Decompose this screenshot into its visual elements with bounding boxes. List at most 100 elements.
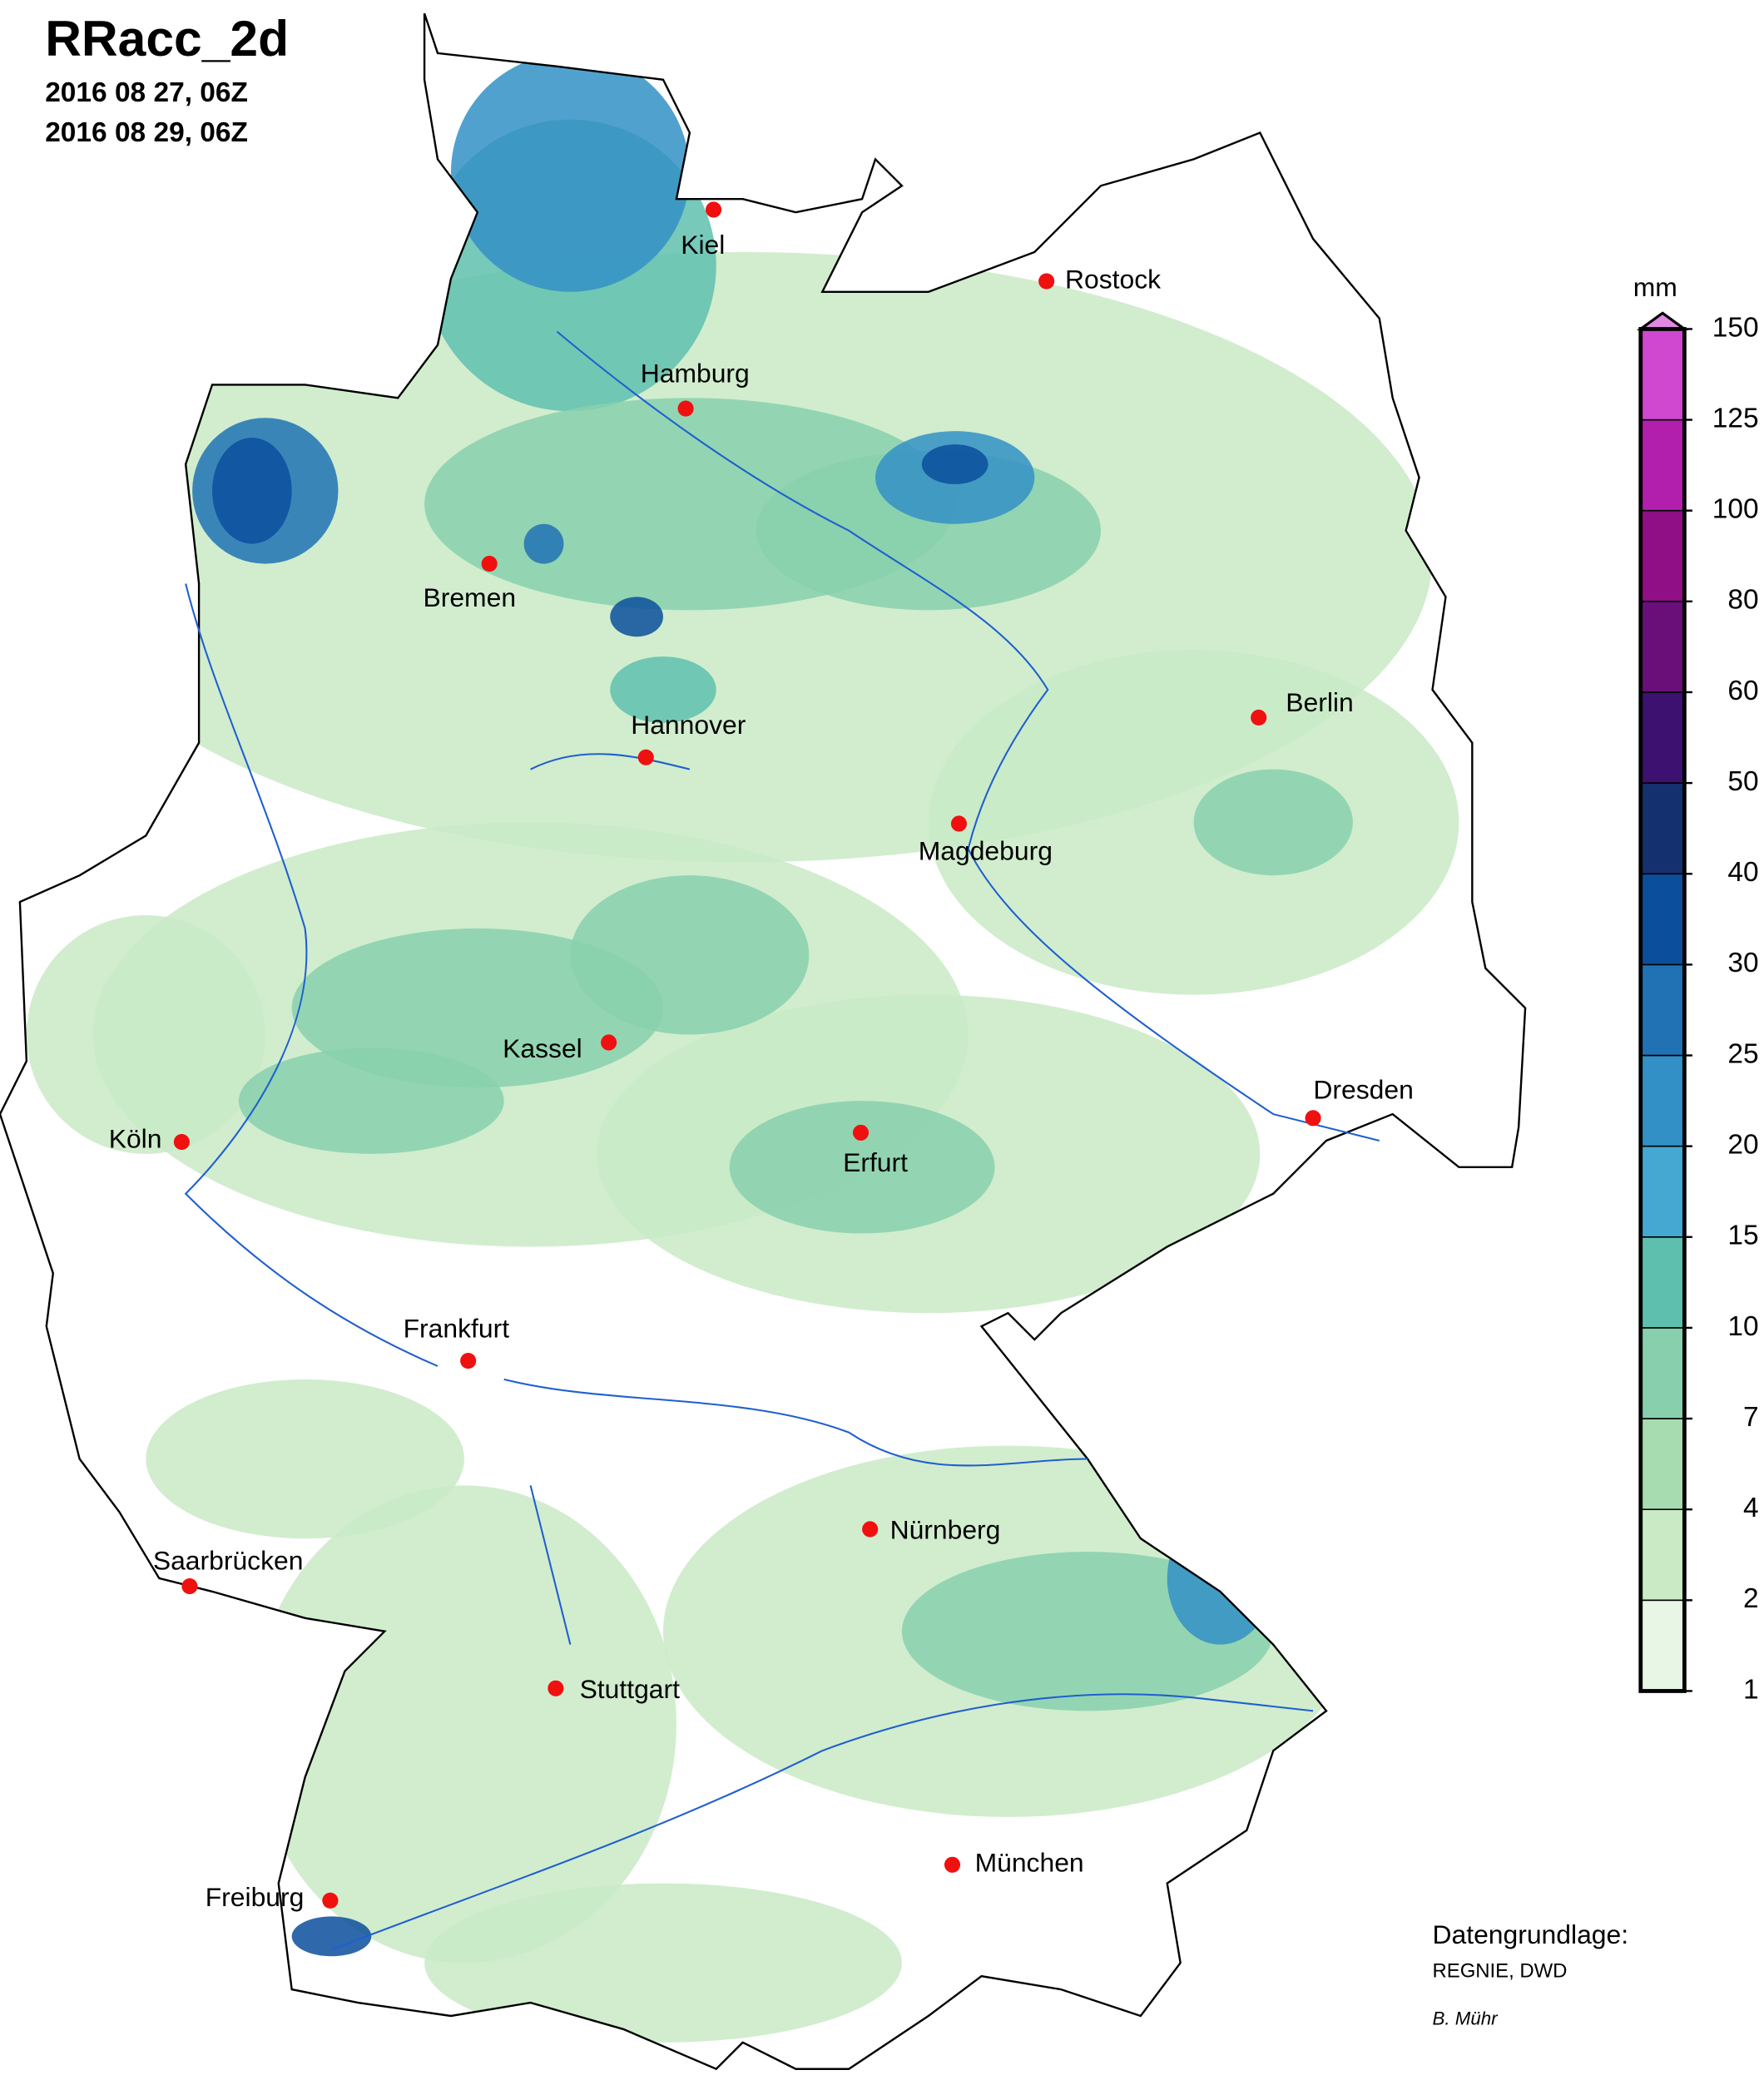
river (184, 583, 439, 1367)
city-label: Hannover (631, 710, 746, 740)
colorbar-label: 15 (1727, 1221, 1758, 1251)
colorbar-box (1639, 509, 1686, 602)
city-marker (862, 1521, 879, 1538)
rain-area (570, 875, 810, 1035)
city-marker (322, 1892, 339, 1909)
period-start: 2016 08 27, 06Z (45, 77, 248, 108)
colorbar-label: 40 (1727, 857, 1758, 888)
colorbar-frame (1638, 327, 1687, 1693)
colorbar-box (1639, 1327, 1686, 1419)
colorbar-label: 7 (1743, 1402, 1759, 1433)
colorbar-label: 80 (1727, 585, 1758, 616)
city-marker (1305, 1110, 1321, 1127)
source-label: Datengrundlage: (1433, 1919, 1629, 1949)
rain-area (146, 1379, 464, 1539)
rain-area (450, 52, 690, 292)
city-label: Kiel (681, 230, 725, 260)
city-label: Frankfurt (404, 1313, 510, 1343)
city-label: Köln (109, 1123, 162, 1153)
colorbar-label: 60 (1727, 676, 1758, 706)
rain-area (1167, 1512, 1274, 1645)
rain-area (1193, 769, 1353, 876)
colorbar-box (1639, 1508, 1686, 1602)
colorbar-box (1639, 873, 1686, 966)
colorbar-box (1639, 1236, 1686, 1329)
map-title: RRacc_2d (45, 10, 289, 67)
colorbar: 1 2 4 7 10 15 20 25 30 40 50 60 80 100 125 150 (1636, 311, 1759, 1705)
city-marker (548, 1680, 564, 1696)
city-label: Berlin (1286, 687, 1353, 717)
city-label: Dresden (1313, 1074, 1413, 1104)
city-marker (181, 1577, 198, 1595)
colorbar-box (1639, 782, 1686, 875)
colorbar-label: 30 (1727, 948, 1758, 978)
cities: Kiel Rostock Hamburg Bremen Hannover Berlin Ma… (109, 201, 1414, 1912)
city-label: Freiburg (206, 1882, 305, 1912)
colorbar-box (1639, 1418, 1686, 1510)
city-marker (677, 400, 694, 417)
city-marker (1251, 709, 1267, 726)
city-marker (706, 201, 722, 218)
rain-area (238, 1047, 504, 1154)
rain-area (251, 1485, 676, 1964)
colorbar-label: 20 (1727, 1129, 1758, 1160)
city-label: Kassel (503, 1033, 582, 1063)
rain-area (291, 928, 663, 1088)
colorbar-box (1639, 1145, 1686, 1238)
colorbar-box (1639, 1054, 1686, 1147)
city-label: Erfurt (843, 1147, 908, 1177)
colorbar-label: 125 (1712, 403, 1759, 433)
colorbar-box (1639, 1599, 1686, 1692)
colorbar-label: 25 (1727, 1038, 1758, 1069)
rain-area (26, 914, 265, 1154)
city-marker (460, 1352, 477, 1369)
rain-area (921, 444, 989, 484)
city-label: München (975, 1848, 1084, 1878)
rain-area (610, 597, 663, 637)
author: B. Mühr (1433, 2008, 1499, 2029)
city-marker (637, 749, 654, 765)
city-label: Magdeburg (919, 835, 1053, 865)
rain-area (610, 656, 716, 723)
city-marker (944, 1856, 961, 1873)
colorbar-label: 10 (1727, 1311, 1758, 1342)
river (331, 1693, 1314, 1951)
rain-area (212, 438, 292, 544)
colorbar-label: 100 (1712, 494, 1759, 525)
city-marker (852, 1124, 870, 1141)
rain-area (424, 1883, 902, 2043)
colorbar-box (1639, 601, 1686, 693)
river (556, 330, 1380, 1142)
city-marker (1038, 273, 1055, 290)
colorbar-box (1639, 691, 1686, 784)
rivers (184, 330, 1380, 1951)
river (530, 753, 691, 770)
city-marker (950, 815, 968, 832)
colorbar-label: 150 (1712, 312, 1759, 343)
city-label: Stuttgart (580, 1674, 681, 1704)
colorbar-label: 50 (1727, 766, 1758, 797)
city-marker (173, 1133, 190, 1151)
colorbar-box (1639, 328, 1686, 421)
legend-unit: mm (1633, 272, 1677, 302)
city-label: Hamburg (641, 359, 750, 389)
city-label: Rostock (1065, 264, 1161, 294)
river (503, 1378, 1088, 1467)
period-end: 2016 08 29, 06Z (45, 117, 248, 148)
city-label: Saarbrücken (153, 1545, 304, 1575)
colorbar-label: 1 (1743, 1674, 1759, 1705)
city-marker (481, 556, 498, 572)
colorbar-box (1639, 418, 1686, 512)
colorbar-box (1639, 963, 1686, 1057)
city-label: Nürnberg (890, 1515, 1001, 1545)
city-marker (601, 1034, 617, 1051)
rain-area (291, 1916, 372, 1957)
precipitation-field (26, 52, 1459, 2043)
rain-area (729, 1101, 995, 1234)
colorbar-label: 4 (1743, 1493, 1759, 1523)
rain-area (523, 523, 564, 564)
source: REGNIE, DWD (1433, 1960, 1568, 1983)
colorbar-label: 2 (1743, 1583, 1759, 1614)
colorbar-overflow (1636, 311, 1689, 331)
